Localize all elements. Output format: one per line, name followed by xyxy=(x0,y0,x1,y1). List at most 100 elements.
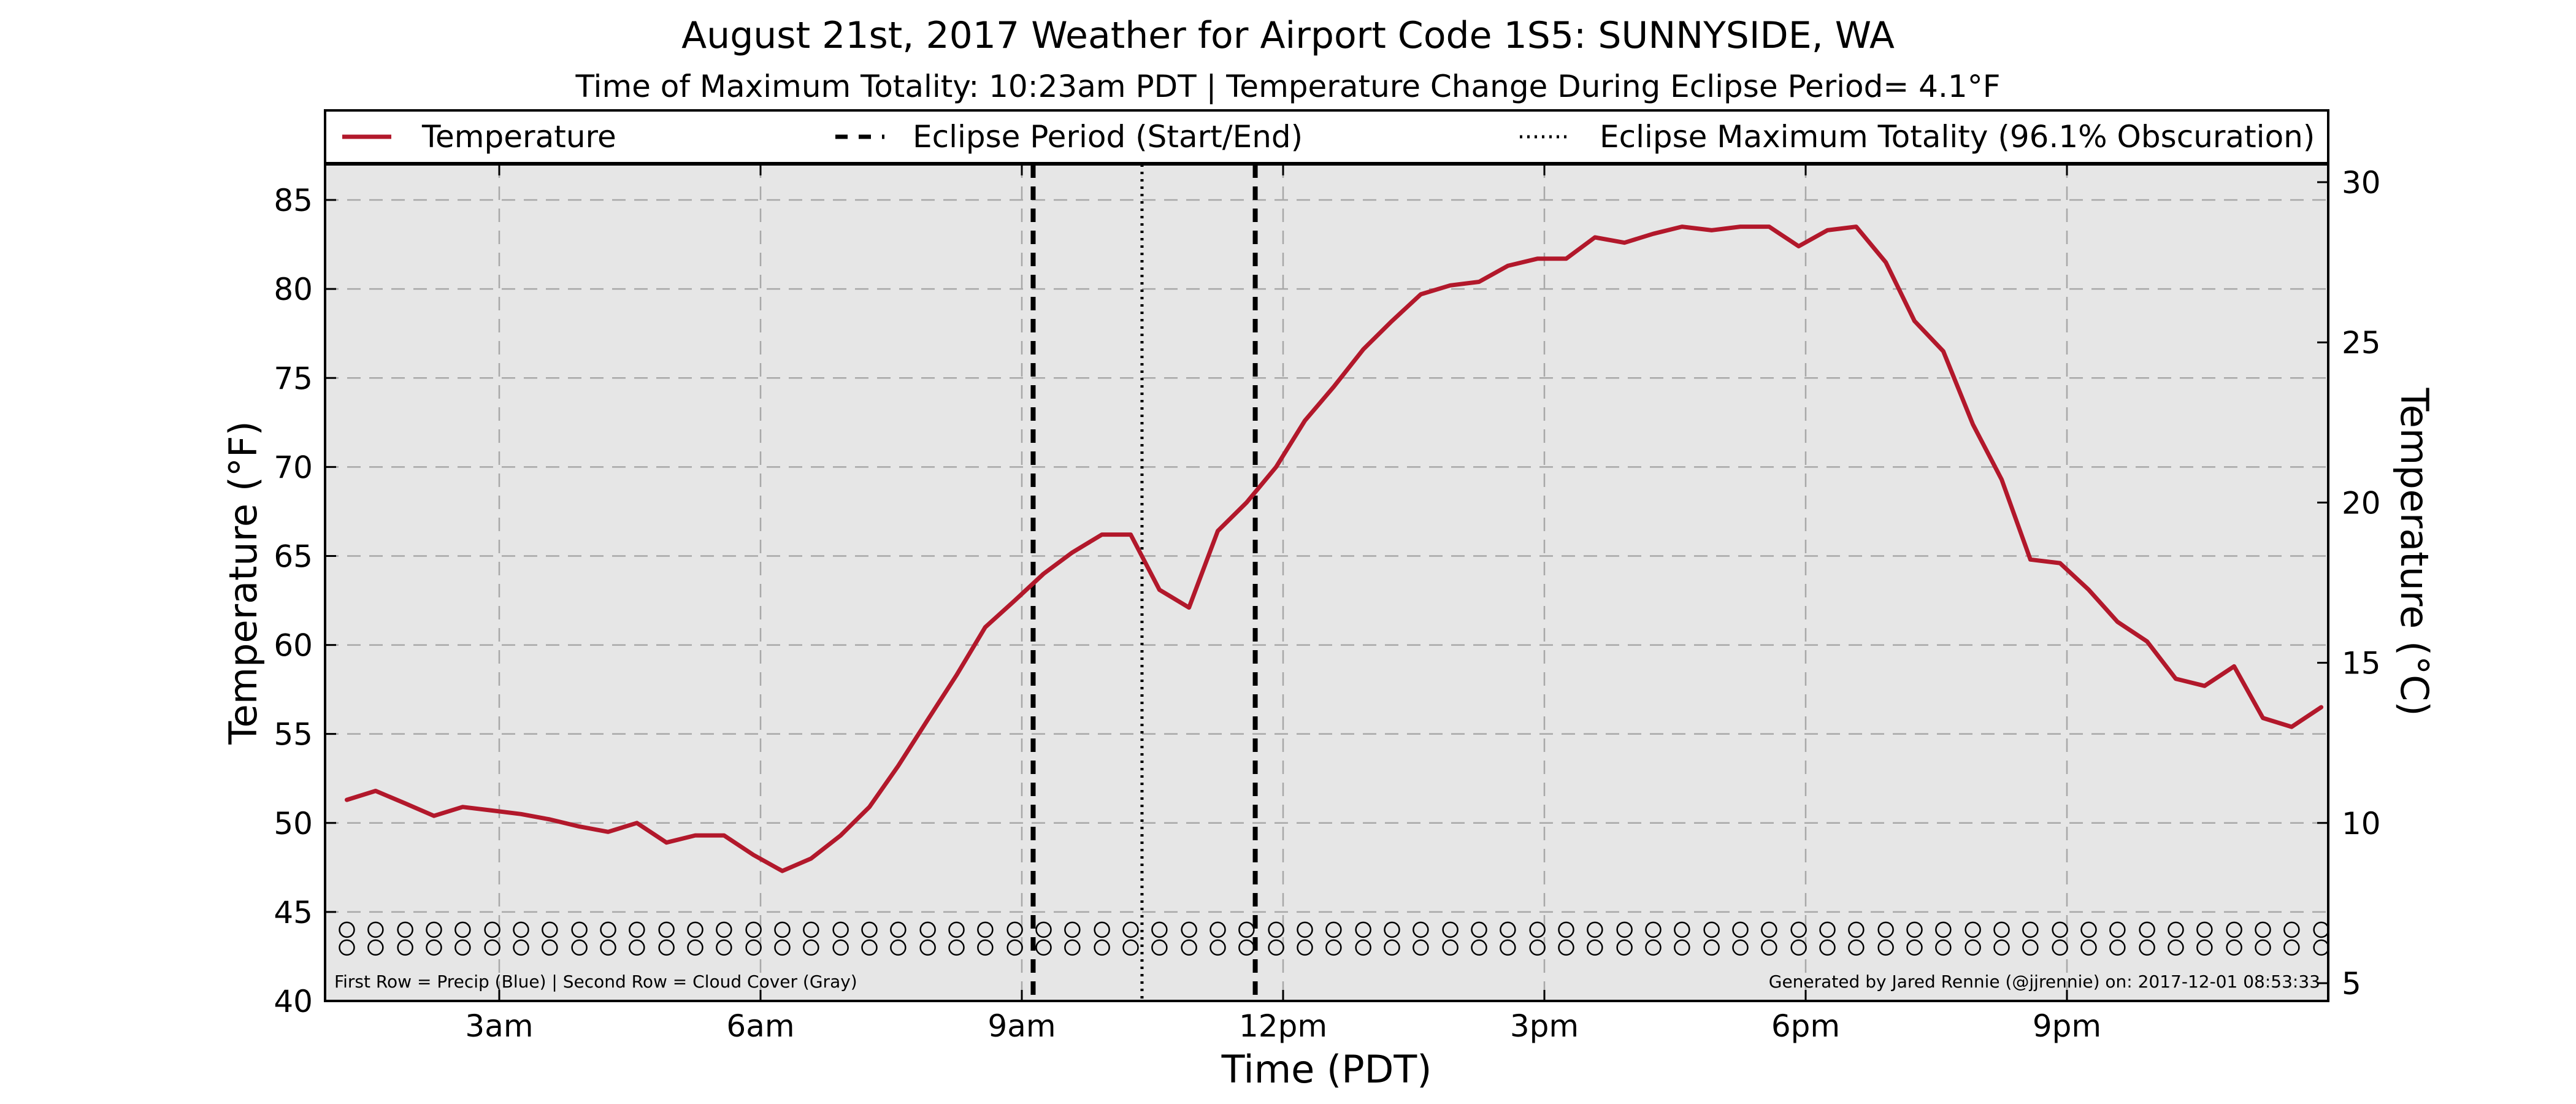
precip-marker xyxy=(745,921,762,938)
series-layer xyxy=(345,224,2324,873)
cloud-cover-marker xyxy=(542,939,558,956)
precip-marker xyxy=(2226,921,2242,938)
cloud-cover-marker xyxy=(1732,939,1749,956)
precip-marker xyxy=(1355,921,1371,938)
x-tick-label: 9am xyxy=(987,1008,1056,1044)
precip-marker xyxy=(484,921,500,938)
y-right-tick-label: 5 xyxy=(2342,966,2361,1002)
precip-marker xyxy=(454,921,471,938)
precip-marker xyxy=(803,921,819,938)
cloud-cover-marker xyxy=(1122,939,1139,956)
precip-marker xyxy=(890,921,907,938)
cloud-cover-marker xyxy=(1064,939,1081,956)
cloud-cover-marker xyxy=(2283,939,2300,956)
cloud-cover-marker xyxy=(600,939,616,956)
precip-marker xyxy=(977,921,994,938)
y-tick-label: 45 xyxy=(274,895,313,930)
precip-marker xyxy=(1819,921,1836,938)
cloud-cover-marker xyxy=(1848,939,1865,956)
precip-marker xyxy=(629,921,645,938)
precip-marker xyxy=(1790,921,1807,938)
cloud-cover-marker xyxy=(1558,939,1574,956)
precip-marker xyxy=(1529,921,1546,938)
y-tick-label: 55 xyxy=(274,717,313,753)
cloud-cover-marker xyxy=(716,939,732,956)
precip-marker xyxy=(1993,921,2010,938)
precip-marker xyxy=(2080,921,2097,938)
cloud-cover-marker xyxy=(1209,939,1226,956)
cloud-cover-marker xyxy=(919,939,936,956)
precip-marker xyxy=(1645,921,1662,938)
y-right-tick-label: 20 xyxy=(2342,485,2381,521)
precip-marker xyxy=(1848,921,1865,938)
cloud-cover-marker xyxy=(1674,939,1690,956)
cloud-cover-marker xyxy=(1703,939,1720,956)
precip-marker xyxy=(1325,921,1342,938)
precip-marker xyxy=(1674,921,1690,938)
cloud-cover-marker xyxy=(1587,939,1603,956)
precip-marker xyxy=(1732,921,1749,938)
x-tick-label: 6am xyxy=(726,1008,794,1044)
precip-marker xyxy=(513,921,529,938)
y-right-tick-label: 30 xyxy=(2342,165,2381,201)
precip-marker xyxy=(1006,921,1023,938)
y-tick-label: 75 xyxy=(274,361,313,396)
y-tick-label: 85 xyxy=(274,183,313,218)
precip-marker xyxy=(397,921,413,938)
precip-marker xyxy=(2255,921,2271,938)
eclipse-lines xyxy=(1030,164,1258,1001)
cloud-cover-marker xyxy=(1355,939,1371,956)
x-tick-label: 9pm xyxy=(2033,1008,2101,1044)
precip-marker xyxy=(774,921,791,938)
chart-legend: Temperature Eclipse Period (Start/End) E… xyxy=(324,109,2329,164)
x-tick-label: 12pm xyxy=(1239,1008,1327,1044)
y-tick-label: 60 xyxy=(274,628,313,664)
cloud-cover-marker xyxy=(1413,939,1429,956)
x-axis-label: Time (PDT) xyxy=(1221,1047,1432,1092)
cloud-cover-marker xyxy=(1993,939,2010,956)
cloud-cover-marker xyxy=(1325,939,1342,956)
precip-marker xyxy=(1906,921,1923,938)
precip-marker xyxy=(1035,921,1052,938)
precip-marker xyxy=(1384,921,1400,938)
y-right-tick-label: 10 xyxy=(2342,806,2381,841)
y-tick-label: 70 xyxy=(274,450,313,485)
y-tick-label: 80 xyxy=(274,272,313,307)
cloud-cover-marker xyxy=(2226,939,2242,956)
cloud-cover-marker xyxy=(629,939,645,956)
cloud-cover-marker xyxy=(426,939,442,956)
precip-marker xyxy=(2196,921,2213,938)
precip-marker xyxy=(1587,921,1603,938)
cloud-cover-marker xyxy=(977,939,994,956)
precip-marker xyxy=(1761,921,1777,938)
precip-marker xyxy=(1616,921,1633,938)
cloud-cover-marker xyxy=(367,939,384,956)
y-right-tick-label: 25 xyxy=(2342,325,2381,361)
legend-eclipse-max-label: Eclipse Maximum Totality (96.1% Obscurat… xyxy=(1600,119,2315,155)
cloud-cover-marker xyxy=(1471,939,1487,956)
precip-marker xyxy=(1122,921,1139,938)
cloud-cover-marker xyxy=(1384,939,1400,956)
y-axis-ticks: 40 45 50 55 60 65 70 75 80 85 xyxy=(274,183,336,1019)
precip-marker xyxy=(1703,921,1720,938)
y-axis-right-ticks: 5 10 15 20 25 30 xyxy=(2317,165,2381,1002)
precip-marker xyxy=(948,921,965,938)
cloud-cover-marker xyxy=(1268,939,1284,956)
cloud-cover-marker xyxy=(1761,939,1777,956)
cloud-cover-marker xyxy=(339,939,355,956)
cloud-cover-marker xyxy=(948,939,965,956)
x-tick-label: 6pm xyxy=(1771,1008,1840,1044)
chart-subtitle: Time of Maximum Totality: 10:23am PDT | … xyxy=(575,69,2001,104)
precip-marker xyxy=(1965,921,1981,938)
cloud-cover-marker xyxy=(1035,939,1052,956)
marker-rows xyxy=(339,921,2329,956)
cloud-cover-marker xyxy=(397,939,413,956)
annotation-left: First Row = Precip (Blue) | Second Row =… xyxy=(334,972,857,992)
precip-marker xyxy=(2109,921,2126,938)
precip-marker xyxy=(1413,921,1429,938)
cloud-cover-marker xyxy=(1965,939,1981,956)
temperature-series-line xyxy=(345,224,2324,873)
precip-marker xyxy=(1471,921,1487,938)
precip-marker xyxy=(1151,921,1168,938)
cloud-cover-marker xyxy=(890,939,907,956)
